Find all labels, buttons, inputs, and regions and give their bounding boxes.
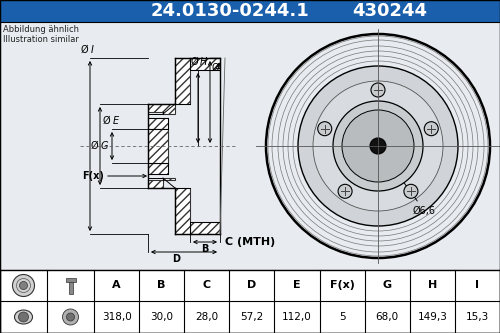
Polygon shape [190,222,220,234]
Circle shape [333,101,423,191]
Circle shape [338,184,352,198]
Text: Ø: Ø [90,141,98,151]
Text: Ø: Ø [80,45,88,55]
Circle shape [370,138,386,154]
Text: E: E [293,280,301,290]
Bar [0,0,500,22]
Text: F(x): F(x) [330,280,354,290]
Text: 15,3: 15,3 [466,312,489,322]
Text: Abbildung ähnlich: Abbildung ähnlich [3,26,79,35]
Text: E: E [113,116,119,126]
Circle shape [266,34,490,258]
Polygon shape [175,58,190,104]
Circle shape [318,122,332,136]
Text: A: A [215,63,222,73]
Text: Ø6,6: Ø6,6 [382,153,436,216]
Text: Ø: Ø [212,63,220,73]
Text: I: I [476,280,480,290]
Text: F(x): F(x) [82,171,104,181]
Text: 318,0: 318,0 [102,312,132,322]
Text: H: H [200,57,207,67]
Text: 430244: 430244 [352,2,428,20]
Circle shape [371,83,385,97]
Text: 5: 5 [339,312,345,322]
Text: C: C [202,280,211,290]
Circle shape [66,313,74,321]
Polygon shape [190,58,220,70]
Bar [0,270,500,333]
Polygon shape [148,104,175,114]
Text: 30,0: 30,0 [150,312,173,322]
Circle shape [424,122,438,136]
Polygon shape [148,129,168,163]
Text: Ø: Ø [190,57,198,67]
Circle shape [298,66,458,226]
Text: 112,0: 112,0 [282,312,312,322]
Text: 57,2: 57,2 [240,312,264,322]
Polygon shape [175,188,190,234]
Polygon shape [148,118,168,129]
Text: Illustration similar: Illustration similar [3,35,79,44]
Circle shape [313,81,443,211]
Text: B: B [202,244,208,254]
Bar [66,277,76,281]
Text: G: G [382,280,392,290]
Text: I: I [91,45,94,55]
Circle shape [20,281,28,289]
Bar [68,281,72,293]
Text: B: B [158,280,166,290]
Circle shape [12,274,34,296]
Text: C (MTH): C (MTH) [225,237,275,247]
Text: Ø: Ø [102,116,110,126]
Text: Ate: Ate [312,97,384,135]
Circle shape [404,184,418,198]
Text: G: G [101,141,108,151]
Polygon shape [148,163,168,174]
Circle shape [342,110,414,182]
Text: A: A [112,280,121,290]
Text: D: D [172,254,180,264]
Circle shape [18,312,28,322]
Text: 24.0130-0244.1: 24.0130-0244.1 [150,2,310,20]
Circle shape [62,309,78,325]
Text: H: H [428,280,437,290]
Bar [0,22,500,270]
Text: 149,3: 149,3 [418,312,448,322]
Polygon shape [148,178,175,188]
Text: D: D [248,280,256,290]
Text: 28,0: 28,0 [195,312,218,322]
Text: 68,0: 68,0 [376,312,399,322]
Ellipse shape [14,310,32,324]
